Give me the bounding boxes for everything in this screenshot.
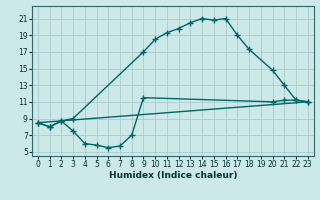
- X-axis label: Humidex (Indice chaleur): Humidex (Indice chaleur): [108, 171, 237, 180]
